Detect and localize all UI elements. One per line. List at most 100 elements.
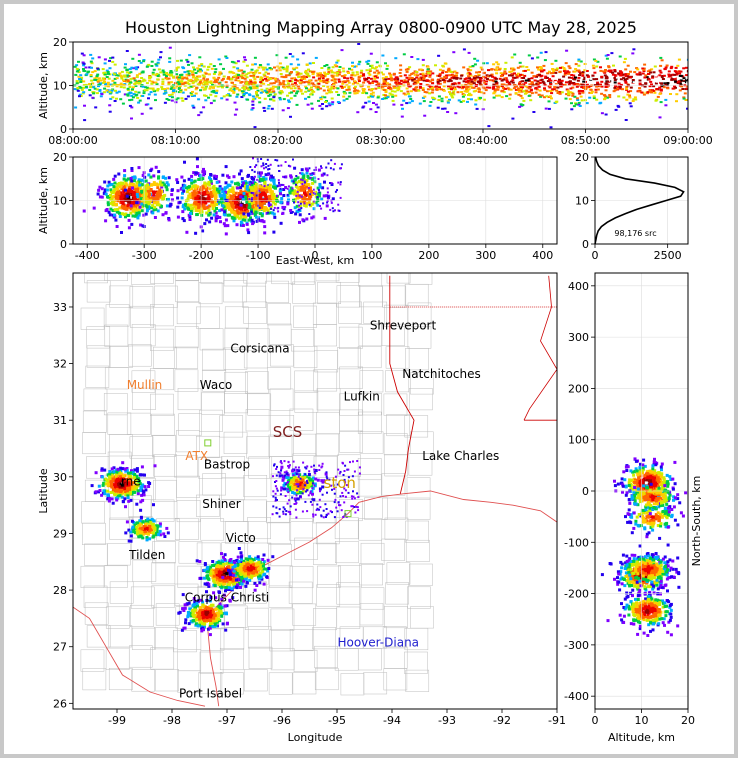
time-height-source bbox=[560, 66, 564, 69]
time-height-source bbox=[577, 69, 581, 72]
time-height-source bbox=[632, 98, 636, 101]
ew-height-source bbox=[123, 206, 127, 210]
county-outline bbox=[407, 302, 432, 325]
ew-height-source bbox=[121, 201, 125, 205]
ew-height-source bbox=[126, 198, 130, 202]
time-height-source bbox=[520, 73, 524, 76]
time-height-source bbox=[671, 87, 675, 90]
ew-height-source bbox=[239, 186, 243, 190]
time-height-source bbox=[120, 77, 124, 80]
time-height-source bbox=[428, 92, 432, 95]
time-height-source bbox=[128, 104, 132, 107]
time-height-source bbox=[603, 97, 607, 100]
time-height-source bbox=[185, 77, 189, 80]
time-height-source bbox=[572, 82, 576, 84]
ew-height-source bbox=[239, 203, 243, 207]
plan-source bbox=[140, 493, 144, 497]
time-height-source bbox=[408, 74, 412, 77]
time-height-source bbox=[189, 85, 193, 88]
time-height-source bbox=[400, 115, 404, 118]
time-height-source bbox=[362, 81, 366, 84]
ew-height-source bbox=[143, 193, 146, 197]
ew-height-source bbox=[190, 178, 194, 182]
time-height-source bbox=[97, 56, 101, 59]
ew-height-source bbox=[312, 201, 316, 205]
time-height-source bbox=[517, 90, 521, 93]
time-height-source bbox=[144, 103, 148, 106]
time-height-source bbox=[174, 98, 178, 101]
time-height-source bbox=[111, 60, 115, 63]
time-height-source bbox=[590, 92, 593, 94]
time-height-source bbox=[432, 97, 436, 100]
histogram-y-label: 0 bbox=[582, 238, 589, 251]
time-height-source bbox=[326, 80, 330, 83]
time-height-source bbox=[181, 99, 185, 102]
time-height-x-label: 08:00:00 bbox=[48, 134, 97, 147]
time-height-source bbox=[237, 79, 241, 82]
ew-height-source bbox=[302, 188, 306, 192]
time-height-source bbox=[596, 83, 599, 86]
time-height-source bbox=[511, 81, 515, 84]
ew-height-sources bbox=[82, 157, 343, 236]
time-height-source bbox=[348, 67, 351, 70]
county-outline bbox=[294, 537, 318, 560]
time-height-source bbox=[279, 73, 283, 75]
ew-height-source bbox=[122, 185, 126, 189]
time-height-source bbox=[374, 111, 378, 113]
time-height-source bbox=[443, 76, 447, 78]
time-height-source bbox=[200, 64, 204, 67]
time-height-source bbox=[362, 73, 365, 76]
time-height-source bbox=[416, 58, 420, 61]
time-height-source bbox=[385, 67, 389, 70]
time-height-source bbox=[92, 91, 96, 94]
ew-height-source bbox=[213, 174, 217, 178]
time-height-source bbox=[106, 71, 110, 73]
ew-height-source bbox=[165, 188, 169, 192]
time-height-source bbox=[511, 117, 515, 120]
time-height-source bbox=[242, 94, 246, 97]
time-height-source bbox=[384, 62, 387, 65]
time-height-frame bbox=[72, 41, 689, 130]
ew-height-source bbox=[244, 180, 247, 184]
county-outline bbox=[357, 474, 382, 497]
time-height-source bbox=[436, 82, 440, 85]
ew-height-source bbox=[233, 198, 237, 202]
county-outline bbox=[107, 412, 132, 435]
ew-height-source bbox=[223, 224, 227, 228]
county-outline bbox=[246, 328, 270, 351]
time-height-source bbox=[101, 68, 105, 71]
ew-height-source bbox=[115, 210, 119, 214]
time-height-source bbox=[667, 73, 671, 76]
time-height-source bbox=[319, 98, 323, 101]
time-height-source bbox=[123, 74, 127, 77]
county-outline bbox=[128, 344, 152, 367]
time-height-source bbox=[678, 70, 682, 73]
time-height-source bbox=[357, 76, 361, 79]
time-height-source bbox=[135, 80, 139, 83]
time-height-source bbox=[99, 79, 103, 82]
time-height-source bbox=[605, 96, 609, 99]
county-outline bbox=[247, 626, 272, 649]
time-height-source bbox=[183, 71, 187, 74]
time-height-source bbox=[555, 67, 559, 70]
time-height-source bbox=[422, 78, 426, 80]
ew-height-source bbox=[260, 202, 264, 206]
time-height-source bbox=[263, 74, 267, 77]
time-height-source bbox=[325, 82, 329, 85]
time-height-source bbox=[131, 57, 135, 60]
time-height-source bbox=[148, 76, 152, 79]
time-height-source bbox=[564, 72, 568, 75]
time-height-x-label: 08:40:00 bbox=[458, 134, 507, 147]
plan-source bbox=[116, 494, 120, 498]
time-height-source bbox=[130, 66, 134, 69]
ew-height-source bbox=[242, 212, 246, 216]
time-height-source bbox=[290, 87, 293, 90]
county-outline bbox=[338, 565, 362, 588]
ew-height-source bbox=[203, 197, 207, 201]
ew-height-source bbox=[214, 193, 218, 197]
county-outline bbox=[82, 522, 106, 545]
time-height-source bbox=[143, 89, 147, 92]
time-height-source bbox=[237, 73, 240, 76]
time-height-source bbox=[103, 73, 107, 76]
